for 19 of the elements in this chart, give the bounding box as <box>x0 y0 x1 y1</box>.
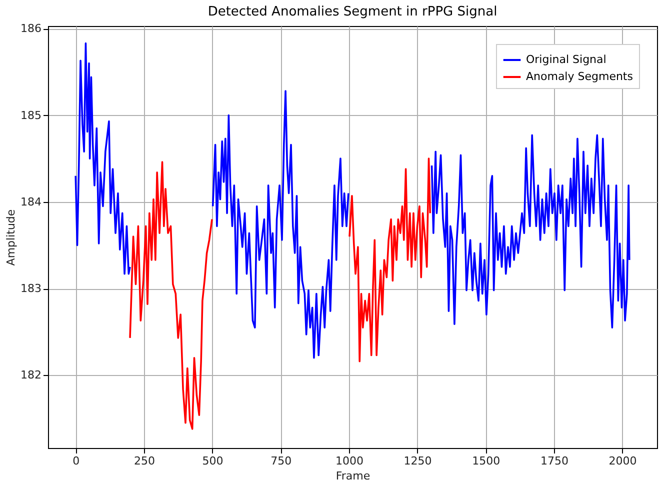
x-tick-label: 0 <box>72 454 80 468</box>
chart-title: Detected Anomalies Segment in rPPG Signal <box>208 4 498 20</box>
x-tick-label: 2000 <box>608 454 637 468</box>
x-tick-label: 1000 <box>335 454 364 468</box>
x-tick-label: 250 <box>134 454 155 468</box>
y-tick-label: 186 <box>20 22 42 36</box>
y-tick-label: 185 <box>20 108 42 122</box>
x-tick-label: 1500 <box>472 454 500 468</box>
y-tick-label: 183 <box>20 282 42 296</box>
x-tick-label: 500 <box>202 454 224 468</box>
y-tick-label: 184 <box>20 195 42 208</box>
y-tick-label: 182 <box>20 368 42 382</box>
x-tick-label: 1750 <box>540 454 568 468</box>
x-tick-label: 750 <box>270 454 292 468</box>
legend-label: Original Signal <box>526 53 606 66</box>
x-axis-title: Frame <box>336 470 370 482</box>
legend-label: Anomaly Segments <box>526 70 634 83</box>
x-tick-label: 1250 <box>404 454 432 468</box>
y-axis-title: Amplitude <box>4 209 18 266</box>
